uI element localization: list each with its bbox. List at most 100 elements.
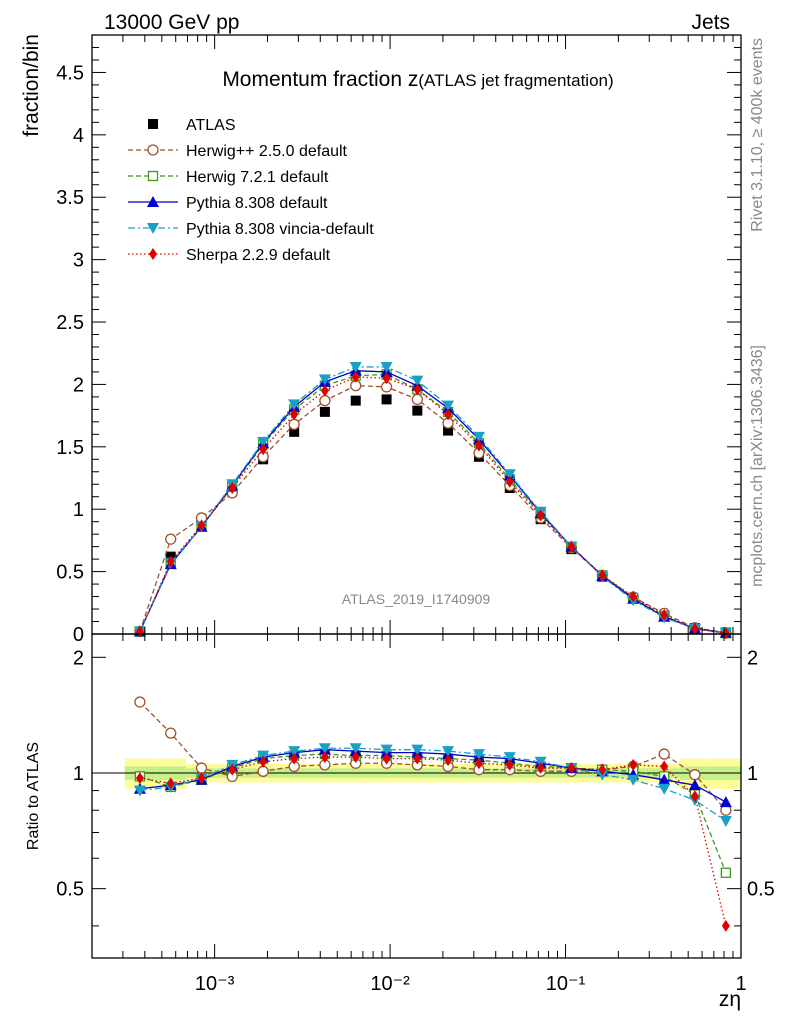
- data-point: [165, 533, 177, 545]
- series-line: [139, 373, 726, 634]
- ratio-point: [658, 773, 671, 785]
- data-point: [536, 509, 545, 522]
- ratio-point: [598, 763, 607, 776]
- y-tick-label: 0.5: [56, 562, 84, 584]
- ratio-point: [351, 751, 360, 764]
- ratio-point: [690, 790, 699, 803]
- chart-title: Momentum fraction z(ATLAS jet fragmentat…: [222, 68, 613, 91]
- legend-marker: [147, 223, 159, 234]
- data-point: [197, 519, 206, 532]
- series-line: [139, 376, 726, 635]
- ratio-point: [380, 744, 393, 756]
- ratio-point: [658, 783, 671, 795]
- data-point: [411, 375, 424, 387]
- ratio-point: [627, 774, 640, 786]
- ratio-y-tick-label-right: 2: [747, 647, 758, 669]
- data-point: [320, 384, 329, 397]
- legend-label: Sherpa 2.2.9 default: [186, 247, 331, 264]
- chart-title-sub: (ATLAS jet fragmentation): [418, 71, 613, 90]
- ratio-point: [720, 867, 732, 878]
- data-point: [444, 408, 453, 421]
- y-tick-label: 0: [73, 624, 84, 646]
- ratio-point: [472, 749, 485, 761]
- data-point: [567, 540, 576, 553]
- series-layer: [133, 361, 732, 932]
- ratio-point: [719, 815, 732, 827]
- ratio-point: [382, 752, 391, 765]
- legend-marker: [147, 144, 159, 156]
- ratio-series-1: [134, 696, 732, 816]
- y-tick-label: 1.5: [56, 437, 84, 459]
- data-point: [166, 555, 175, 568]
- data-point: [598, 569, 607, 582]
- data-point: [660, 609, 669, 622]
- ratio-point: [444, 754, 453, 767]
- legend-marker: [148, 119, 158, 129]
- y-tick-label: 2.5: [56, 312, 84, 334]
- ratio-point: [320, 751, 329, 764]
- ratio-point: [411, 744, 424, 756]
- legend-label: Pythia 8.308 default: [186, 195, 328, 212]
- legend-label: Herwig 7.2.1 default: [186, 169, 329, 186]
- ratio-point: [658, 748, 670, 760]
- data-point: [351, 370, 360, 383]
- legend-entry: Herwig++ 2.5.0 default: [128, 143, 348, 160]
- ratio-point: [442, 746, 455, 758]
- ratio-series-5: [135, 751, 730, 932]
- legend-entry: ATLAS: [148, 117, 236, 134]
- ratio-series-line: [139, 753, 727, 873]
- legend-label: Herwig++ 2.5.0 default: [186, 143, 348, 160]
- header-right: Jets: [691, 11, 730, 34]
- data-point: [350, 395, 361, 406]
- data-point: [629, 590, 638, 603]
- data-point: [505, 475, 514, 488]
- y-tick-label: 4.5: [56, 62, 84, 84]
- data-point: [288, 399, 301, 411]
- ratio-point: [259, 755, 268, 768]
- data-point: [289, 426, 300, 437]
- ratio-series-line: [139, 747, 727, 822]
- ratio-point: [290, 752, 299, 765]
- x-tick-label: 10⁻²: [370, 973, 410, 995]
- ratio-point: [134, 696, 146, 708]
- data-point: [380, 361, 393, 373]
- ratio-series-line: [139, 749, 727, 803]
- ratio-point: [719, 796, 732, 808]
- ratio-point: [505, 758, 514, 771]
- ratio-y-tick-label-right: 0.5: [747, 879, 775, 901]
- data-point: [319, 394, 331, 407]
- ratio-point: [135, 772, 144, 785]
- data-point: [472, 431, 485, 443]
- legend-marker: [147, 196, 159, 207]
- ratio-y-axis-label: Ratio to ATLAS: [25, 742, 42, 850]
- data-point: [413, 383, 422, 396]
- y-tick-label: 2: [73, 374, 84, 396]
- legend: ATLAS Herwig++ 2.5.0 default Herwig 7.2.1 …: [128, 117, 374, 264]
- ratio-point: [413, 752, 422, 765]
- ratio-point: [318, 743, 331, 755]
- legend-label: Pythia 8.308 vincia-default: [186, 221, 374, 238]
- legend-entry: Herwig 7.2.1 default: [128, 169, 329, 186]
- x-tick-label: 10⁻³: [195, 973, 235, 995]
- ratio-point: [349, 743, 362, 755]
- ratio-y-tick-label-right: 1: [747, 763, 758, 785]
- y-tick-label: 3.5: [56, 187, 84, 209]
- ratio-point: [721, 919, 730, 932]
- data-point: [257, 436, 270, 448]
- ratio-point: [197, 772, 206, 785]
- ratio-point: [257, 765, 269, 777]
- y-tick-label: 3: [73, 250, 84, 272]
- data-point: [443, 425, 454, 436]
- ratio-point: [165, 727, 177, 739]
- data-point: [381, 394, 392, 405]
- ratio-point: [660, 760, 669, 773]
- ratio-point: [503, 752, 516, 764]
- ratio-point: [689, 769, 701, 781]
- chart-title-main: Momentum fraction z: [222, 68, 418, 91]
- data-point: [382, 372, 391, 385]
- data-point: [290, 408, 299, 421]
- ratio-point: [133, 785, 146, 797]
- y-tick-label: 4: [73, 125, 84, 147]
- data-point: [319, 406, 330, 417]
- legend-label: ATLAS: [186, 117, 236, 134]
